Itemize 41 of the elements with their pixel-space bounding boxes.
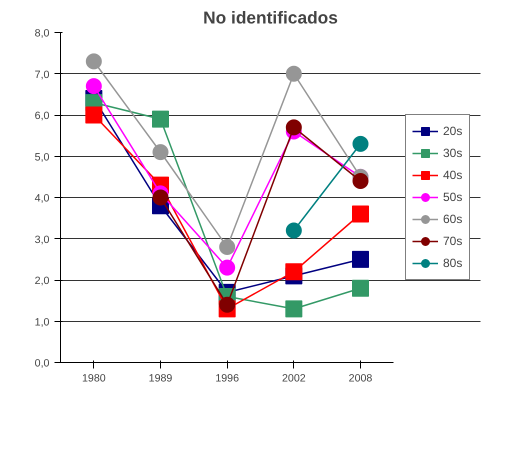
y-tick-label: 6,0 (34, 110, 50, 122)
legend-label: 50s (443, 190, 463, 204)
point (85, 106, 102, 124)
point (286, 222, 302, 238)
point (286, 119, 302, 136)
point (352, 250, 369, 268)
point (352, 136, 368, 152)
y-tick-label: 8,0 (34, 28, 50, 40)
legend-label: 40s (443, 168, 463, 182)
point (152, 190, 168, 206)
x-tick-label: 1980 (82, 372, 106, 384)
y-tick-label: 5,0 (34, 151, 50, 164)
y-tick-label: 3,0 (34, 234, 50, 246)
y-tick-label: 4,0 (34, 192, 50, 204)
point (286, 66, 302, 82)
legend-label: 80s (443, 256, 463, 270)
point (152, 144, 168, 160)
point (152, 110, 169, 128)
y-tick-label: 0,0 (34, 358, 50, 370)
y-tick-label: 7,0 (34, 68, 50, 81)
point (219, 260, 236, 276)
legend-label: 20s (443, 124, 463, 138)
legend-label: 70s (443, 234, 463, 248)
point (86, 78, 102, 94)
point (219, 296, 236, 313)
point (285, 263, 302, 280)
y-tick-label: 2,0 (34, 275, 50, 287)
point (86, 53, 102, 70)
x-tick-label: 2002 (282, 372, 306, 384)
x-tick-label: 1996 (215, 372, 240, 384)
point (352, 280, 369, 297)
legend-label: 30s (443, 146, 463, 160)
legend-label: 60s (443, 212, 463, 226)
chart-title: No identificados (203, 8, 338, 28)
point (352, 206, 369, 222)
point (352, 173, 368, 189)
x-tick-label: 1989 (148, 372, 172, 384)
point (285, 300, 302, 318)
y-tick-label: 1,0 (34, 316, 50, 328)
point (219, 239, 236, 255)
x-tick-label: 2008 (348, 372, 372, 384)
